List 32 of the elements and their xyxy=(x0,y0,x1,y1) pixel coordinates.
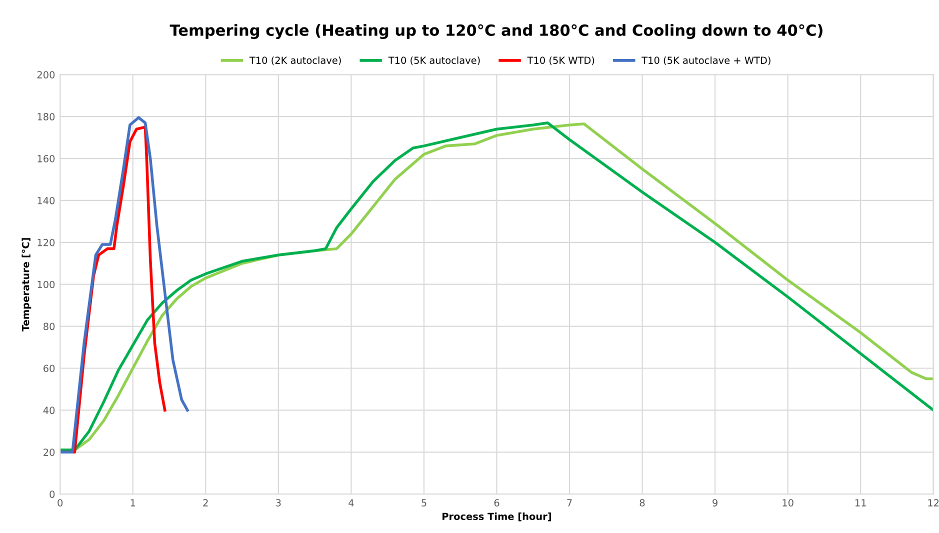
x-tick-label: 12 xyxy=(928,499,939,506)
x-tick-label: 8 xyxy=(640,499,645,506)
x-tick-label: 2 xyxy=(203,499,208,506)
y-tick-label: 40 xyxy=(43,406,55,414)
x-tick-label: 1 xyxy=(130,499,136,506)
legend-label: T10 (5K autoclave) xyxy=(388,56,480,66)
x-tick-label: 10 xyxy=(782,499,794,506)
x-tick-label: 0 xyxy=(58,499,63,506)
chart-title: Tempering cycle (Heating up to 120°C and 180°C and Cooling down to 40°C) xyxy=(170,24,822,40)
x-tick-label: 9 xyxy=(712,499,718,506)
y-tick-label: 60 xyxy=(44,364,55,372)
y-tick-label: 200 xyxy=(37,71,55,78)
legend-label: T10 (5K WTD) xyxy=(527,56,594,66)
y-tick-label: 140 xyxy=(38,196,55,204)
line-series xyxy=(60,116,189,454)
y-tick-label: 20 xyxy=(44,448,55,456)
legend-label: T10 (2K autoclave) xyxy=(249,56,341,66)
y-tick-label: 0 xyxy=(50,490,55,498)
x-tick-label: 11 xyxy=(855,499,866,506)
x-tick-label: 4 xyxy=(348,499,354,506)
x-axis-title: Process Time [hour] xyxy=(442,512,551,522)
legend-label: T10 (5K autoclave + WTD) xyxy=(642,56,770,66)
x-tick-label: 7 xyxy=(567,499,572,506)
y-tick-label: 120 xyxy=(38,238,55,246)
x-tick-label: 5 xyxy=(422,499,426,506)
y-tick-label: 180 xyxy=(38,113,55,120)
y-tick-label: 160 xyxy=(38,154,55,162)
y-tick-label: 100 xyxy=(38,280,55,288)
x-tick-label: 6 xyxy=(494,499,500,506)
y-tick-label: 80 xyxy=(44,322,55,330)
y-axis-title: Temperature [°C] xyxy=(22,238,32,332)
x-tick-label: 3 xyxy=(276,499,281,506)
